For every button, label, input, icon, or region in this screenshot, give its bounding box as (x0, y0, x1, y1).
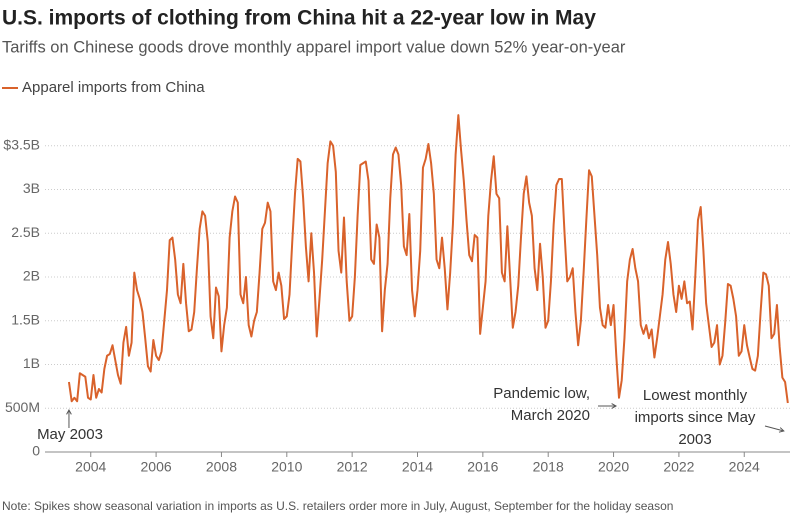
legend-label: Apparel imports from China (22, 79, 205, 96)
y-tick-label: 0 (32, 443, 40, 459)
chart-title: U.S. imports of clothing from China hit … (2, 7, 596, 30)
y-tick-label: 1B (23, 355, 40, 371)
annotation-arrow (764, 425, 784, 432)
y-tick-label: 3B (23, 180, 40, 196)
chart-subtitle: Tariffs on Chinese goods drove monthly a… (2, 38, 626, 56)
annotation: March 2020 (511, 407, 590, 424)
annotation-arrowhead (611, 403, 618, 409)
x-tick-label: 2006 (141, 459, 172, 475)
chart-note: Note: Spikes show seasonal variation in … (2, 499, 673, 513)
y-tick-label: 2B (23, 268, 40, 284)
y-tick-label: 2.5B (11, 224, 40, 240)
y-tick-label: 500M (5, 399, 40, 415)
annotation-arrowhead (778, 427, 785, 433)
annotation: imports since May (635, 409, 756, 426)
annotation: Pandemic low, (493, 385, 590, 402)
y-tick-label: $3.5B (3, 136, 40, 152)
annotation: Lowest monthly (643, 387, 748, 404)
x-tick-label: 2008 (206, 459, 237, 475)
x-tick-label: 2016 (467, 459, 498, 475)
annotation: May 2003 (37, 426, 103, 443)
y-tick-label: 1.5B (11, 311, 40, 327)
x-tick-label: 2004 (75, 459, 106, 475)
annotation: 2003 (678, 431, 711, 448)
x-tick-label: 2010 (271, 459, 302, 475)
x-tick-label: 2024 (729, 459, 760, 475)
x-tick-label: 2020 (598, 459, 629, 475)
x-tick-label: 2022 (663, 459, 694, 475)
annotation-arrowhead (66, 408, 72, 415)
x-tick-label: 2018 (533, 459, 564, 475)
data-line (67, 114, 789, 404)
x-tick-label: 2014 (402, 459, 433, 475)
x-tick-label: 2012 (337, 459, 368, 475)
